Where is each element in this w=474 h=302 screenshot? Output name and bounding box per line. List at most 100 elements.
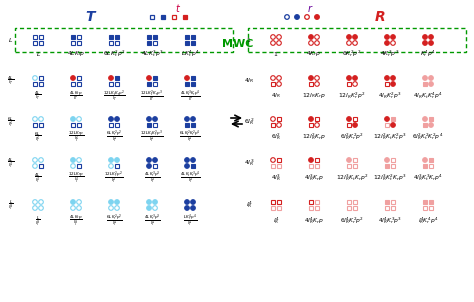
Circle shape [71, 164, 75, 168]
Text: $\frac{L}{l_T^4}$: $\frac{L}{l_T^4}$ [35, 214, 41, 228]
Circle shape [33, 206, 37, 210]
Bar [115, 35, 119, 39]
Bar [39, 35, 43, 39]
Bar [39, 164, 43, 168]
Bar [385, 123, 389, 127]
Circle shape [277, 35, 281, 39]
Text: $K_r^4 p^4$: $K_r^4 p^4$ [420, 49, 436, 59]
Circle shape [423, 76, 427, 80]
Circle shape [346, 158, 351, 162]
Circle shape [109, 164, 113, 168]
Circle shape [423, 41, 427, 45]
Circle shape [315, 123, 319, 127]
Bar [191, 164, 195, 168]
Bar [191, 35, 195, 39]
Text: $t$: $t$ [175, 2, 181, 14]
Circle shape [315, 76, 319, 80]
Text: $4l_R$: $4l_R$ [244, 76, 254, 85]
Circle shape [385, 76, 389, 80]
Text: $6l_R^4 K_r^2 p^2$: $6l_R^4 K_r^2 p^2$ [340, 216, 364, 226]
Circle shape [346, 41, 351, 45]
Text: $\frac{12LK_r p}{l_T^2}$: $\frac{12LK_r p}{l_T^2}$ [68, 130, 84, 144]
Bar [391, 200, 395, 204]
Circle shape [385, 35, 389, 39]
Bar [77, 82, 81, 86]
Bar [353, 158, 357, 162]
Bar [347, 164, 351, 168]
Circle shape [77, 117, 82, 121]
Text: $l_R^4$: $l_R^4$ [246, 200, 252, 210]
Bar [172, 15, 176, 19]
Circle shape [39, 200, 43, 204]
Circle shape [185, 158, 189, 162]
Bar [39, 76, 43, 80]
Bar [353, 117, 357, 121]
Text: $\frac{12LK_t K_r^2 p^3}{l_T^2}$: $\frac{12LK_t K_r^2 p^3}{l_T^2}$ [140, 129, 164, 146]
Circle shape [277, 76, 281, 80]
Circle shape [353, 41, 357, 45]
Circle shape [33, 164, 37, 168]
Text: $\frac{6LK_t^2 K_r^2 p^4}{l_T^2}$: $\frac{6LK_t^2 K_r^2 p^4}{l_T^2}$ [179, 129, 201, 146]
Text: $1$: $1$ [246, 36, 252, 44]
Circle shape [271, 35, 275, 39]
Bar [277, 200, 281, 204]
Text: $4l_R^3 K_r p$: $4l_R^3 K_r p$ [304, 173, 324, 183]
Bar [353, 164, 357, 168]
Text: $\frac{4LK_t K_r^3 p^4}{l_T^3}$: $\frac{4LK_t K_r^3 p^4}{l_T^3}$ [180, 169, 201, 186]
Bar [71, 82, 75, 86]
Circle shape [33, 76, 37, 80]
Circle shape [71, 117, 75, 121]
Circle shape [191, 206, 195, 210]
Circle shape [109, 117, 113, 121]
Circle shape [185, 200, 189, 204]
Bar [315, 117, 319, 121]
Bar [153, 35, 157, 39]
Circle shape [315, 41, 319, 45]
Text: $\frac{4LK_r p}{l_T}$: $\frac{4LK_r p}{l_T}$ [69, 89, 83, 103]
Bar [277, 158, 281, 162]
Text: MWC: MWC [222, 39, 254, 49]
Circle shape [153, 206, 157, 210]
Bar [385, 206, 389, 210]
Text: $l_R^4 K_r^4 p^4$: $l_R^4 K_r^4 p^4$ [418, 216, 438, 226]
Circle shape [315, 15, 319, 19]
Circle shape [153, 200, 157, 204]
Text: $\frac{4L}{l_T^3}$: $\frac{4L}{l_T^3}$ [35, 171, 42, 185]
Circle shape [146, 158, 151, 162]
Bar [347, 206, 351, 210]
Bar [309, 206, 313, 210]
Circle shape [385, 117, 389, 121]
Circle shape [146, 164, 151, 168]
Bar [429, 117, 433, 121]
Text: $6l_R^2 K_r^2 p^2$: $6l_R^2 K_r^2 p^2$ [340, 132, 364, 143]
Circle shape [115, 200, 119, 204]
Bar [185, 82, 189, 86]
Text: $12l_R^3 K_t K_r p^2$: $12l_R^3 K_t K_r p^2$ [336, 173, 368, 183]
Bar [153, 164, 157, 168]
Circle shape [115, 117, 119, 121]
Bar [77, 41, 81, 45]
Bar [71, 123, 75, 127]
Text: $L$: $L$ [36, 50, 40, 58]
Bar [109, 35, 113, 39]
Circle shape [285, 15, 289, 19]
Bar [423, 200, 427, 204]
Circle shape [353, 123, 357, 127]
Text: $4LK_t p$: $4LK_t p$ [67, 50, 85, 59]
Bar [161, 15, 165, 19]
Bar [423, 123, 427, 127]
Circle shape [109, 200, 113, 204]
Circle shape [423, 158, 427, 162]
Circle shape [391, 82, 395, 86]
Bar [248, 28, 466, 52]
Circle shape [185, 117, 189, 121]
Circle shape [33, 117, 37, 121]
Text: $\frac{12LK_r^2 p^2}{l_T^3}$: $\frac{12LK_r^2 p^2}{l_T^3}$ [104, 169, 124, 186]
Bar [191, 41, 195, 45]
Circle shape [146, 117, 151, 121]
Bar [271, 123, 275, 127]
Text: $\frac{L}{l_T^4}$: $\frac{L}{l_T^4}$ [8, 198, 14, 212]
Circle shape [109, 206, 113, 210]
Circle shape [153, 117, 157, 121]
Circle shape [391, 41, 395, 45]
